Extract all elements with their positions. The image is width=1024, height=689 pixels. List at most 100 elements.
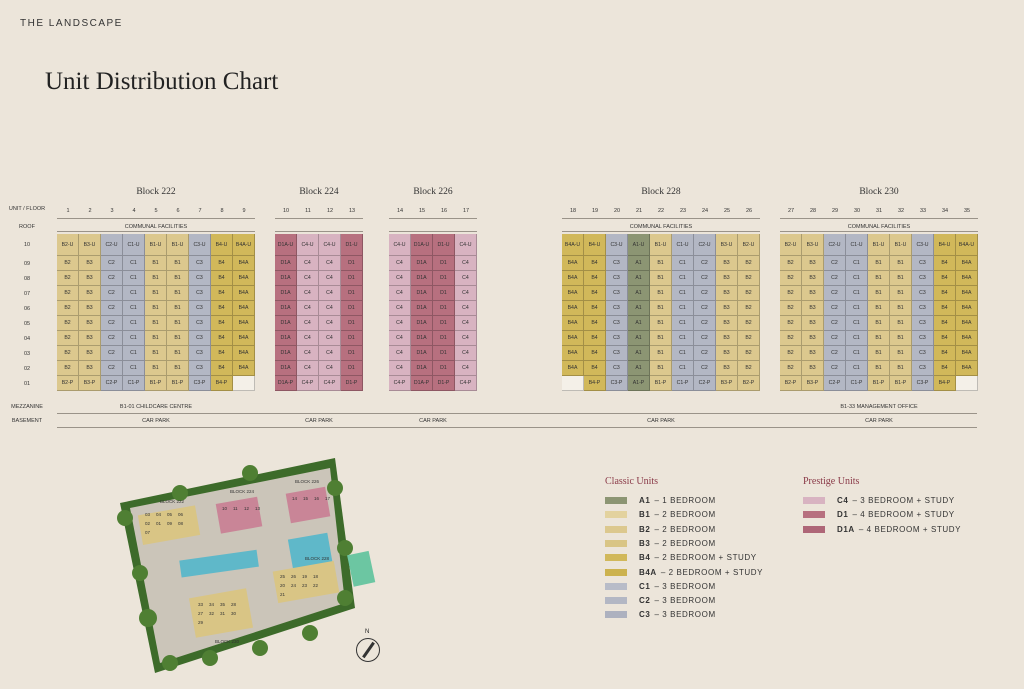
unit-cell: B4A bbox=[233, 316, 255, 331]
unit-cell: C1 bbox=[123, 271, 145, 286]
site-unit-number: 14 bbox=[292, 496, 298, 501]
unit-cell: A1 bbox=[628, 256, 650, 271]
unit-cell bbox=[233, 376, 255, 391]
unit-cell: A1 bbox=[628, 286, 650, 301]
unit-cell: B3 bbox=[802, 286, 824, 301]
site-unit-number: 10 bbox=[222, 506, 228, 511]
unit-cell: B1-U bbox=[890, 234, 912, 256]
site-block-label: BLOCK 230 bbox=[215, 639, 240, 644]
block-grid: B2-U B3-U C2-U C1-U B1-U B1-U C3-U B4-U B4A-U B2 B… bbox=[780, 234, 978, 391]
legend-desc: – 2 BEDROOM bbox=[654, 538, 716, 548]
roof-text: COMMUNAL FACILITIES bbox=[847, 224, 911, 230]
unit-cell: B1 bbox=[167, 271, 189, 286]
unit-cell: C2 bbox=[101, 271, 123, 286]
unit-cell: B3 bbox=[802, 346, 824, 361]
unit-cell: B1 bbox=[650, 271, 672, 286]
roof-rule bbox=[275, 231, 363, 232]
unit-cell: B3 bbox=[802, 361, 824, 376]
legend-desc: – 3 BEDROOM bbox=[654, 581, 716, 591]
unit-cell: C4 bbox=[455, 346, 477, 361]
site-unit-number: 12 bbox=[244, 506, 250, 511]
unit-cell: C4 bbox=[389, 361, 411, 376]
unit-cell: D1A bbox=[411, 286, 433, 301]
unit-cell: B3 bbox=[716, 256, 738, 271]
unit-number: 32 bbox=[897, 208, 905, 214]
unit-cell: B2 bbox=[57, 346, 79, 361]
unit-cell: B4 bbox=[584, 346, 606, 361]
unit-cell: B4-U bbox=[211, 234, 233, 256]
legend-desc: – 4 BEDROOM + STUDY bbox=[858, 524, 962, 534]
unit-cell: C3 bbox=[189, 346, 211, 361]
unit-cell: D1A bbox=[275, 346, 297, 361]
basement-text: CAR PARK bbox=[305, 418, 333, 424]
site-unit-number: 04 bbox=[156, 512, 162, 517]
unit-cell: D1 bbox=[341, 256, 363, 271]
unit-cell: C3 bbox=[189, 316, 211, 331]
unit-cell: C2 bbox=[824, 301, 846, 316]
floor-label: 07 bbox=[23, 291, 31, 297]
unit-cell: C4-U bbox=[455, 234, 477, 256]
unit-rule bbox=[57, 218, 255, 219]
unit-cell: C4 bbox=[389, 316, 411, 331]
unit-cell: B2 bbox=[57, 301, 79, 316]
unit-cell: B3 bbox=[716, 346, 738, 361]
site-unit-number: 06 bbox=[178, 512, 184, 517]
unit-cell: C1-P bbox=[846, 376, 868, 391]
unit-cell: B3 bbox=[716, 301, 738, 316]
block-title: Block 222 bbox=[136, 187, 176, 197]
unit-cell: B4 bbox=[584, 301, 606, 316]
unit-cell: C4 bbox=[455, 271, 477, 286]
unit-cell: B2 bbox=[57, 286, 79, 301]
unit-cell: C4 bbox=[297, 361, 319, 376]
unit-cell: B1 bbox=[167, 316, 189, 331]
legend-code: C3 bbox=[639, 610, 651, 620]
unit-cell: B1 bbox=[167, 256, 189, 271]
unit-cell: A1-U bbox=[628, 234, 650, 256]
unit-cell: B4 bbox=[934, 301, 956, 316]
unit-number: 22 bbox=[657, 208, 665, 214]
unit-number: 20 bbox=[613, 208, 621, 214]
basement-text: CAR PARK bbox=[419, 418, 447, 424]
unit-cell: C1 bbox=[672, 271, 694, 286]
legend-desc: – 3 BEDROOM bbox=[654, 610, 716, 620]
unit-cell: C1-U bbox=[123, 234, 145, 256]
unit-cell: B1 bbox=[890, 346, 912, 361]
legend-code: C2 bbox=[639, 596, 651, 606]
unit-cell: B1 bbox=[650, 316, 672, 331]
unit-cell: B4A bbox=[956, 361, 978, 376]
legend-desc: – 1 BEDROOM bbox=[654, 496, 716, 505]
unit-cell: C4 bbox=[297, 271, 319, 286]
unit-cell: B4A-U bbox=[233, 234, 255, 256]
unit-cell: B1 bbox=[145, 256, 167, 271]
unit-cell: D1 bbox=[341, 316, 363, 331]
block-228-plan bbox=[272, 560, 340, 604]
unit-cell: B1 bbox=[868, 316, 890, 331]
unit-cell: B3 bbox=[79, 331, 101, 346]
unit-cell: B2 bbox=[780, 271, 802, 286]
unit-cell: B1-U bbox=[650, 234, 672, 256]
unit-cell: D1 bbox=[433, 271, 455, 286]
unit-cell: B2 bbox=[738, 346, 760, 361]
unit-cell: C3 bbox=[606, 331, 628, 346]
unit-cell: B1 bbox=[868, 256, 890, 271]
page-title: Unit Distribution Chart bbox=[45, 68, 279, 95]
unit-cell: C1-P bbox=[123, 376, 145, 391]
unit-cell: C3 bbox=[189, 361, 211, 376]
unit-cell: B1 bbox=[167, 301, 189, 316]
legend-code: D1A bbox=[837, 524, 855, 534]
unit-cell: B1 bbox=[167, 346, 189, 361]
unit-cell: B1-U bbox=[145, 234, 167, 256]
legend-code: B4A bbox=[639, 567, 657, 577]
unit-number: 15 bbox=[418, 208, 426, 214]
unit-cell: B4-P bbox=[211, 376, 233, 391]
unit-cell: C4 bbox=[455, 256, 477, 271]
unit-cell: D1A bbox=[411, 301, 433, 316]
unit-cell: C3 bbox=[606, 346, 628, 361]
unit-number: 27 bbox=[787, 208, 795, 214]
unit-cell: B1 bbox=[650, 331, 672, 346]
unit-cell: B1 bbox=[145, 301, 167, 316]
unit-cell: B4A bbox=[562, 361, 584, 376]
unit-cell: B4A bbox=[562, 256, 584, 271]
block-224-plan bbox=[215, 496, 263, 534]
site-unit-number: 03 bbox=[145, 512, 151, 517]
